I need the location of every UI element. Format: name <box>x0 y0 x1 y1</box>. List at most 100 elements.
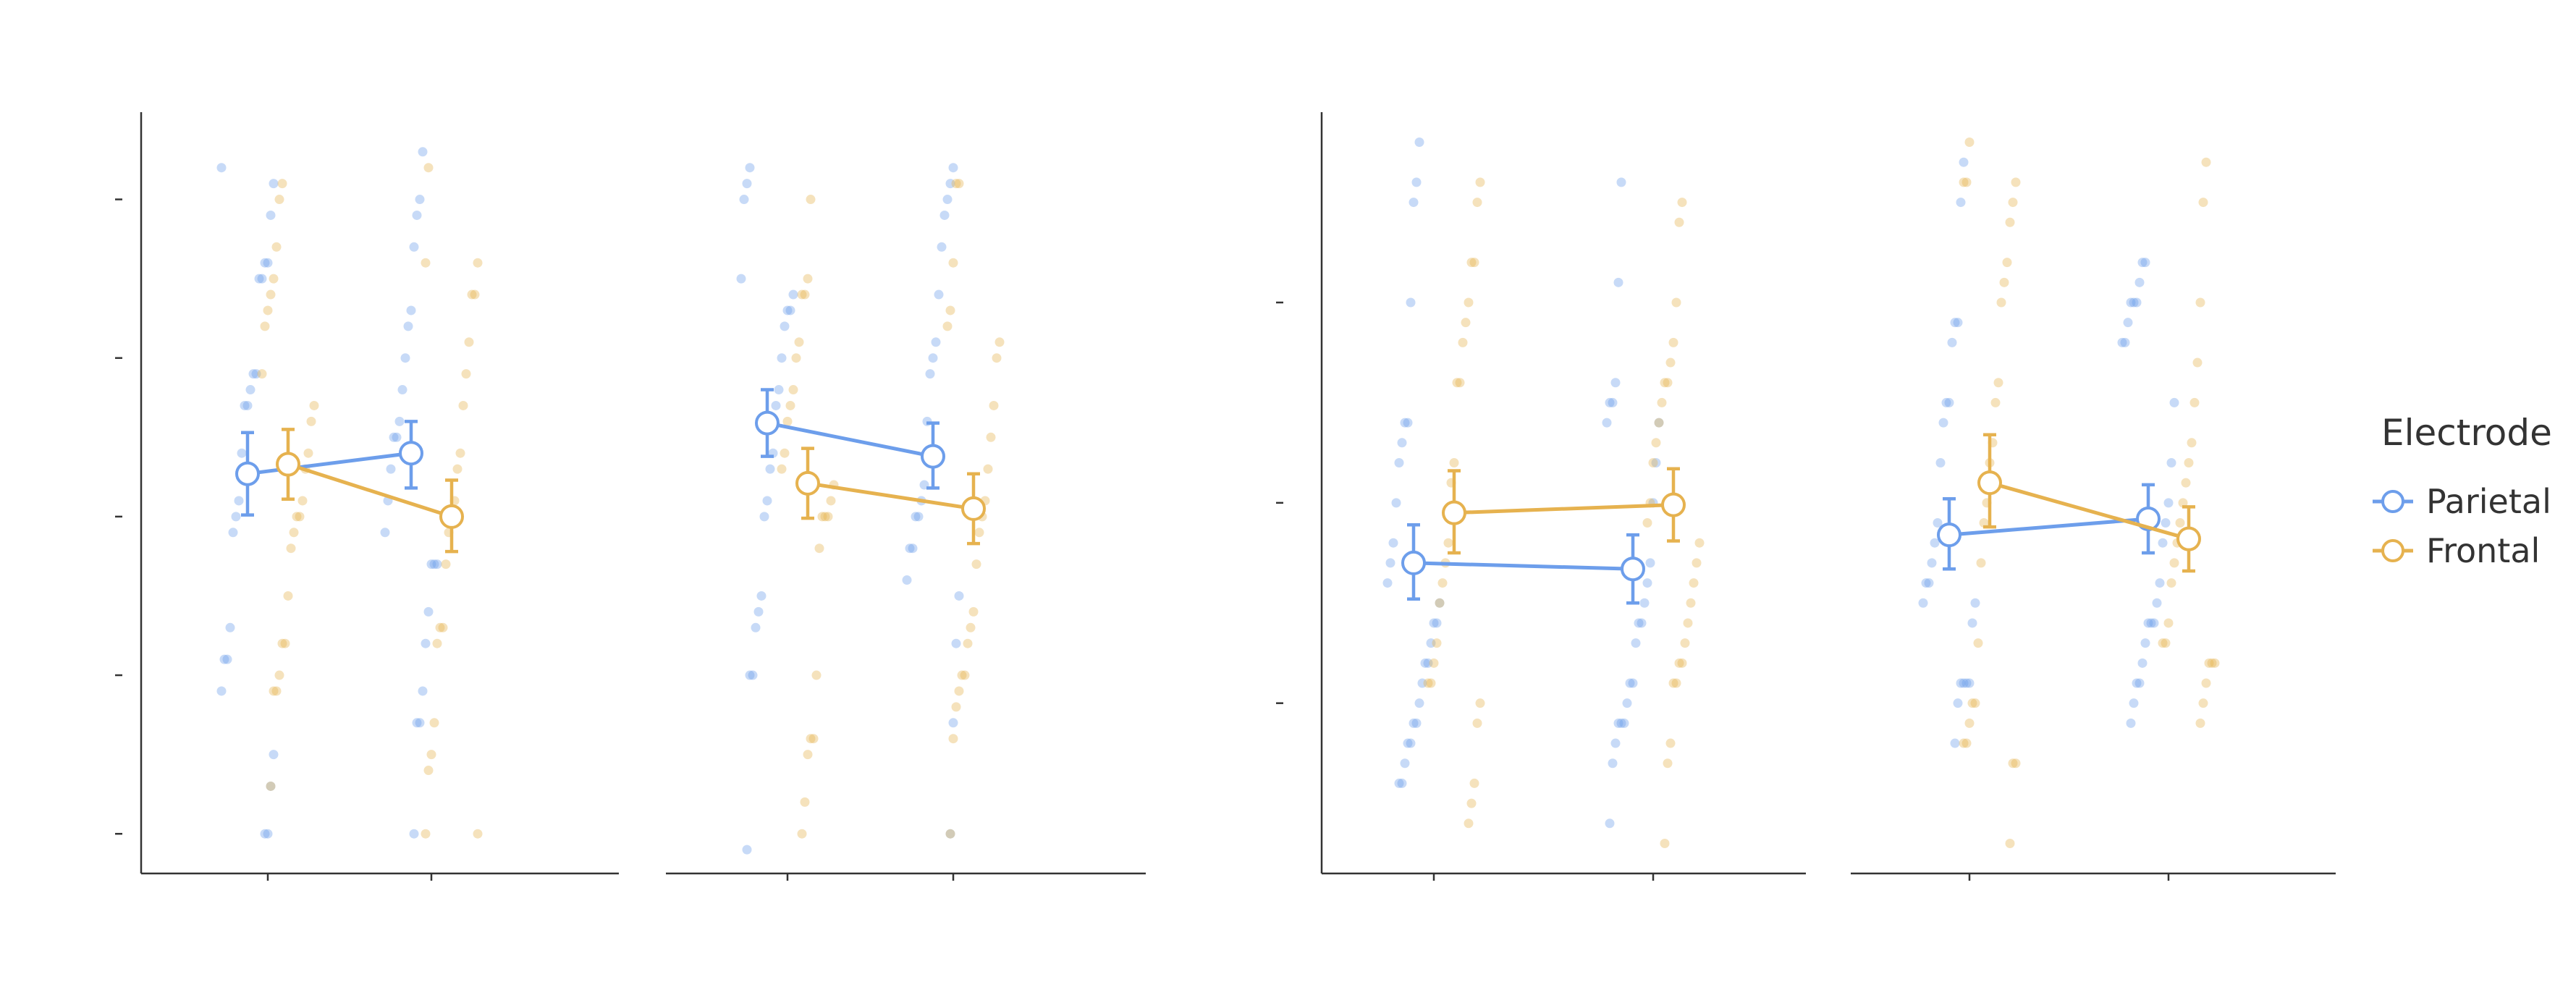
raw-point-parietal <box>1394 457 1404 467</box>
legend-title: Electrode <box>2381 412 2552 454</box>
raw-point-frontal <box>1466 798 1477 808</box>
raw-point-parietal <box>412 718 422 728</box>
raw-point-frontal <box>297 496 308 506</box>
raw-point-parietal <box>2155 578 2165 588</box>
raw-point-frontal <box>1472 718 1482 728</box>
raw-point-parietal <box>780 321 790 331</box>
raw-point-parietal <box>736 274 746 284</box>
raw-point-parietal <box>1610 378 1621 388</box>
raw-point-parietal <box>1970 598 1980 608</box>
raw-point-frontal <box>269 274 279 284</box>
raw-point-frontal <box>1996 297 2006 308</box>
raw-point-frontal <box>292 512 302 522</box>
raw-point-frontal <box>1435 598 1445 608</box>
raw-point-frontal <box>2192 357 2203 368</box>
raw-point-frontal <box>1663 758 1673 769</box>
raw-point-frontal <box>2161 638 2171 648</box>
raw-point-frontal <box>464 337 474 347</box>
facet-right-hemisphere <box>1851 137 2336 881</box>
raw-point-frontal <box>283 591 293 601</box>
facet-left-hemisphere <box>140 112 619 881</box>
raw-point-parietal <box>1602 418 1612 428</box>
raw-point-parietal <box>905 543 915 554</box>
raw-point-parietal <box>237 448 247 458</box>
raw-point-parietal <box>426 559 436 570</box>
raw-point-parietal <box>248 369 258 379</box>
raw-point-parietal <box>742 845 752 855</box>
raw-point-parietal <box>429 559 439 570</box>
raw-point-frontal <box>817 512 827 522</box>
raw-point-parietal <box>266 781 276 791</box>
mean-line-parietal <box>1948 517 2149 537</box>
raw-point-frontal <box>1964 718 1975 728</box>
raw-point-frontal <box>966 622 976 632</box>
raw-point-parietal <box>2126 718 2136 728</box>
raw-point-parietal <box>392 432 402 442</box>
raw-point-frontal <box>1694 538 1705 548</box>
raw-point-frontal <box>794 337 804 347</box>
raw-point-frontal <box>960 670 970 680</box>
raw-point-parietal <box>222 654 232 664</box>
raw-point-parietal <box>403 321 413 331</box>
raw-point-frontal <box>1466 258 1477 268</box>
raw-point-parietal <box>2140 258 2150 268</box>
raw-point-frontal <box>1677 658 1687 668</box>
raw-point-frontal <box>800 797 810 807</box>
raw-point-frontal <box>1452 378 1462 388</box>
raw-point-parietal <box>415 195 425 205</box>
mean-point-parietal <box>1937 522 1961 548</box>
raw-point-frontal <box>814 543 824 554</box>
raw-point-parietal <box>1406 297 1416 308</box>
legend-key-point-parietal <box>2381 490 2404 513</box>
raw-point-parietal <box>1423 658 1433 668</box>
raw-point-frontal <box>1993 378 2003 388</box>
raw-point-parietal <box>400 353 410 363</box>
raw-point-parietal <box>2134 678 2145 688</box>
raw-point-frontal <box>1961 738 1972 748</box>
mean-point-parietal <box>235 461 260 486</box>
facet-right-hemisphere <box>666 163 1146 881</box>
raw-point-parietal <box>1956 678 1966 688</box>
raw-point-parietal <box>1944 397 1954 407</box>
raw-point-frontal <box>257 369 267 379</box>
raw-point-frontal <box>797 289 807 300</box>
mean-point-frontal <box>276 452 300 477</box>
raw-point-frontal <box>1689 578 1699 588</box>
raw-point-frontal <box>271 242 282 252</box>
raw-point-parietal <box>1616 718 1626 728</box>
raw-point-parietal <box>2126 297 2136 308</box>
raw-point-frontal <box>1692 558 1702 568</box>
raw-point-parietal <box>1639 598 1650 608</box>
mean-point-frontal <box>1661 492 1686 517</box>
raw-point-frontal <box>945 305 955 316</box>
raw-point-parietal <box>1921 578 1931 588</box>
raw-point-parietal <box>2123 318 2133 328</box>
raw-point-frontal <box>2158 638 2168 648</box>
raw-point-frontal <box>2184 457 2194 467</box>
raw-point-frontal <box>455 448 465 458</box>
raw-point-frontal <box>435 622 445 632</box>
raw-point-frontal <box>1657 397 1667 407</box>
raw-point-frontal <box>306 416 316 426</box>
raw-point-frontal <box>1654 418 1664 428</box>
raw-point-frontal <box>1437 578 1448 588</box>
raw-point-parietal <box>2117 337 2127 347</box>
raw-point-frontal <box>1475 177 1485 187</box>
raw-point-frontal <box>458 400 468 410</box>
raw-point-parietal <box>948 718 958 728</box>
raw-point-frontal <box>473 829 483 839</box>
raw-point-frontal <box>945 829 955 839</box>
raw-point-frontal <box>803 750 813 760</box>
raw-point-parietal <box>228 528 238 538</box>
raw-point-parietal <box>742 179 752 189</box>
raw-point-frontal <box>974 528 984 538</box>
raw-point-parietal <box>2149 618 2159 628</box>
raw-point-parietal <box>2146 618 2156 628</box>
raw-point-parietal <box>1420 658 1430 668</box>
raw-point-frontal <box>992 353 1002 363</box>
raw-point-parietal <box>1391 498 1401 508</box>
raw-point-frontal <box>1973 638 1983 648</box>
raw-point-frontal <box>1458 337 1468 347</box>
raw-point-parietal <box>753 606 764 617</box>
raw-point-frontal <box>1674 217 1684 227</box>
